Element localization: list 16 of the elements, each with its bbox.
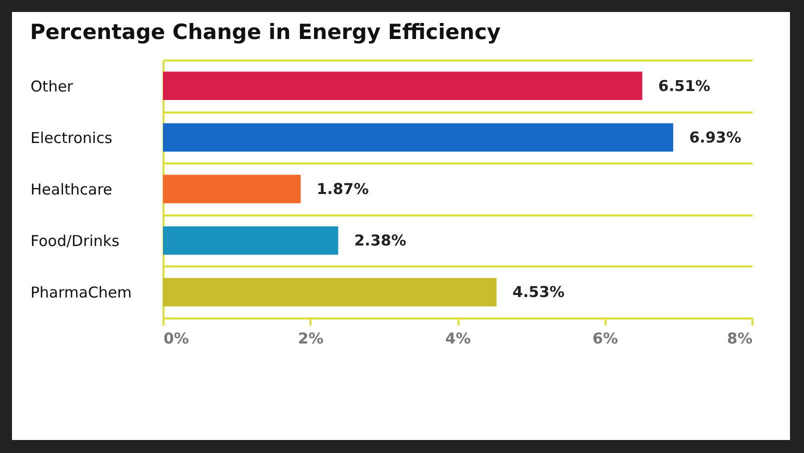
data-label: 6.51% bbox=[658, 76, 710, 95]
x-tick-label: 2% bbox=[298, 330, 324, 348]
x-tick-label: 4% bbox=[445, 330, 471, 348]
y-tick-label: Electronics bbox=[30, 128, 112, 147]
data-label: 6.93% bbox=[689, 128, 742, 146]
chart-title: Percentage Change in Energy Efficiency bbox=[30, 20, 501, 44]
x-tick-label: 8% bbox=[727, 330, 752, 348]
y-tick-label: Food/Drinks bbox=[30, 232, 120, 250]
y-tick-label: Other bbox=[30, 77, 74, 96]
data-label: 1.87% bbox=[316, 180, 369, 198]
y-tick-label: Healthcare bbox=[30, 180, 112, 198]
x-tick-label: 0% bbox=[164, 330, 189, 348]
data-label: 4.53% bbox=[512, 283, 565, 302]
data-label: 2.38% bbox=[354, 232, 406, 250]
x-tick-label: 6% bbox=[592, 330, 618, 348]
y-tick-label: PharmaChem bbox=[30, 284, 132, 302]
